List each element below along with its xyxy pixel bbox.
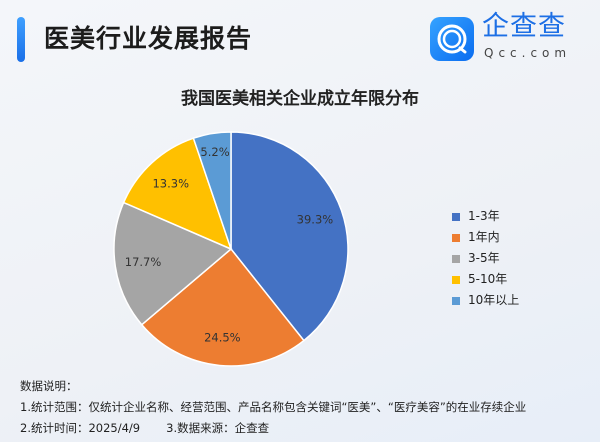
- title-accent-bar: [17, 17, 25, 62]
- legend-item: 3-5年: [452, 248, 519, 269]
- legend-label: 1-3年: [468, 209, 500, 223]
- legend-label: 3-5年: [468, 251, 500, 265]
- data-label-2: 17.7%: [125, 255, 162, 269]
- notes-scope: 1.统计范围：仅统计企业名称、经营范围、产品名称包含关键词“医美”、“医疗美容”…: [20, 400, 527, 414]
- chart-title: 我国医美相关企业成立年限分布: [181, 89, 419, 109]
- legend-label: 5-10年: [468, 272, 508, 286]
- pie-slice-1: [140, 247, 305, 367]
- legend-item: 10年以上: [452, 290, 519, 311]
- legend-swatch: [452, 212, 460, 221]
- pie-slice-2: [113, 201, 233, 326]
- qcc-logo-icon: [430, 17, 474, 61]
- pie-slice-0: [230, 131, 349, 342]
- report-title: 医美行业发展报告: [44, 24, 253, 53]
- data-label-0: 39.3%: [297, 213, 334, 227]
- legend-label: 10年以上: [468, 293, 520, 307]
- data-label-4: 5.2%: [200, 145, 229, 159]
- brand-name: 企查查: [482, 11, 566, 42]
- data-label-3: 13.3%: [152, 177, 189, 191]
- data-label-1: 24.5%: [204, 330, 241, 344]
- legend: 1-3年 1年内 3-5年 5-10年 10年以上: [452, 206, 519, 311]
- legend-item: 5-10年: [452, 269, 519, 290]
- notes-time: 2.统计时间：2025/4/9: [20, 421, 141, 435]
- legend-swatch: [452, 233, 460, 242]
- pie-slice-3: [122, 137, 233, 251]
- data-notes: 数据说明： 1.统计范围：仅统计企业名称、经营范围、产品名称包含关键词“医美”、…: [20, 376, 526, 439]
- notes-source: 3.数据来源：企查查: [166, 421, 270, 435]
- legend-swatch: [452, 254, 460, 263]
- pie-chart: 39.3% 24.5% 17.7% 13.3% 5.2%: [113, 131, 349, 367]
- legend-swatch: [452, 275, 460, 284]
- legend-item: 1年内: [452, 227, 519, 248]
- legend-item: 1-3年: [452, 206, 519, 227]
- pie-slice-4: [192, 131, 232, 250]
- legend-label: 1年内: [468, 230, 500, 244]
- legend-swatch: [452, 296, 460, 305]
- brand-domain: Qcc.com: [484, 46, 572, 60]
- notes-heading: 数据说明：: [20, 379, 78, 393]
